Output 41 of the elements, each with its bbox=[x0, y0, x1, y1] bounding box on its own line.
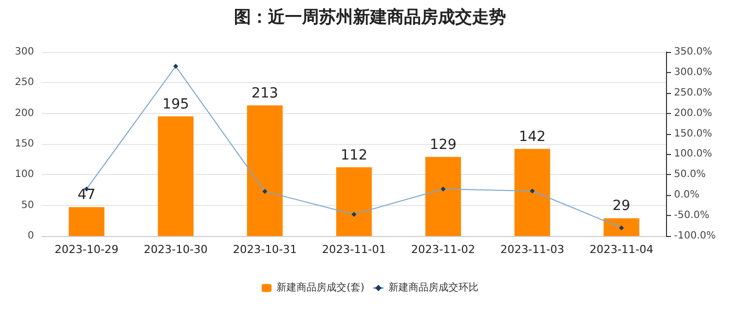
data-label: 195 bbox=[162, 96, 190, 112]
y-tick-label: 50 bbox=[21, 200, 34, 211]
y-tick-label: 200 bbox=[14, 108, 34, 119]
x-tick-label: 2023-11-02 bbox=[411, 243, 476, 256]
data-label: 47 bbox=[78, 187, 96, 204]
x-tick-label: 2023-11-01 bbox=[322, 243, 386, 256]
legend-label: 新建商品房成交环比 bbox=[388, 282, 478, 294]
data-label: 142 bbox=[518, 128, 546, 145]
x-tick-label: 2023-10-29 bbox=[54, 243, 119, 256]
data-label: 129 bbox=[430, 136, 457, 153]
bar bbox=[604, 218, 640, 236]
data-label: 112 bbox=[340, 147, 368, 164]
x-tick-label: 2023-11-04 bbox=[589, 243, 654, 256]
y2-tick-label: -50.0% bbox=[674, 210, 710, 222]
y2-tick-label: 250.0% bbox=[674, 87, 712, 98]
y-tick-label: 150 bbox=[14, 138, 34, 150]
bar bbox=[336, 167, 372, 236]
legend-label: 新建商品房成交(套) bbox=[276, 282, 364, 294]
y2-tick-label: 100.0% bbox=[674, 148, 712, 160]
x-tick-label: 2023-10-30 bbox=[144, 243, 208, 256]
y-tick-label: 250 bbox=[14, 77, 34, 88]
y2-tick-label: 300.0% bbox=[674, 66, 712, 78]
x-tick-label: 2023-11-03 bbox=[500, 243, 564, 256]
y2-tick-label: 350.0% bbox=[674, 46, 712, 58]
data-label: 29 bbox=[612, 198, 630, 214]
x-tick-label: 2023-10-31 bbox=[232, 243, 297, 256]
y-tick-label: 300 bbox=[14, 46, 34, 58]
bar bbox=[247, 105, 283, 236]
y-tick-label: 100 bbox=[14, 169, 34, 180]
bar bbox=[158, 116, 194, 236]
y-tick-label: 0 bbox=[28, 230, 34, 242]
bar bbox=[425, 156, 461, 236]
bar bbox=[68, 207, 104, 236]
y2-tick-label: 200.0% bbox=[674, 108, 712, 119]
bar bbox=[514, 148, 550, 236]
y2-tick-label: 0.0% bbox=[674, 190, 700, 201]
y2-tick-label: 50.0% bbox=[674, 169, 706, 180]
y2-tick-label: 150.0% bbox=[674, 128, 712, 140]
data-label: 213 bbox=[251, 85, 278, 102]
y2-tick-label: -100.0% bbox=[674, 230, 716, 242]
chart-title: 图：近一周苏州新建商品房成交走势 bbox=[234, 8, 506, 28]
